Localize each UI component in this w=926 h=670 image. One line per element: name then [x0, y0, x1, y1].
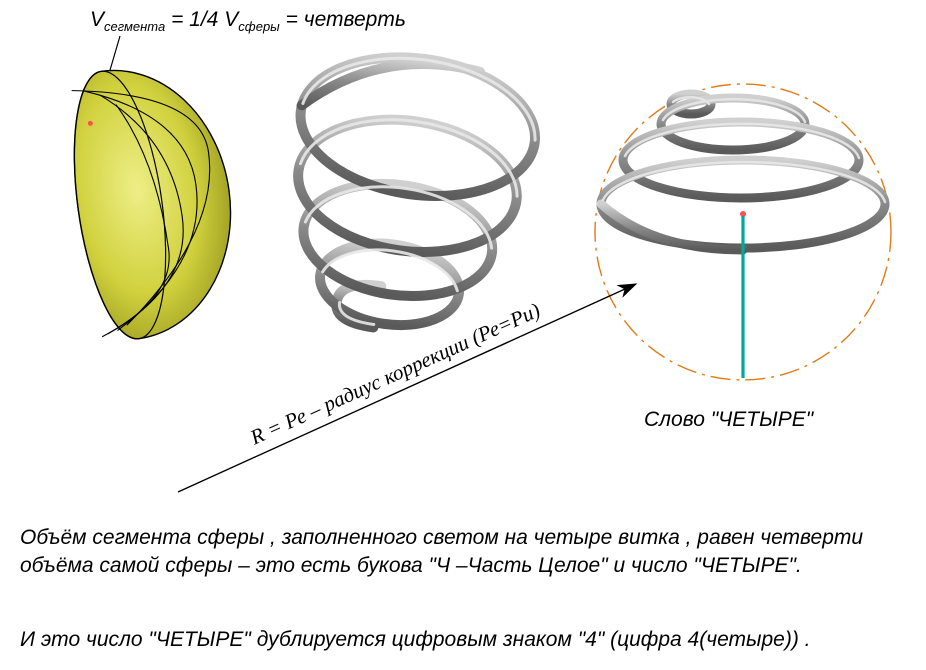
diagram-canvas: Vсегмента = 1/4 Vсферы = четверть [0, 0, 926, 670]
body-text-2: И это число "ЧЕТЫРЕ" дублируется цифровы… [20, 626, 920, 654]
segment-solid [60, 56, 248, 345]
middle-spiral [272, 43, 544, 346]
right-figure [595, 84, 891, 380]
body-text: Объём сегмента сферы , заполненного свет… [20, 524, 910, 581]
right-caption: Слово "ЧЕТЫРЕ" [644, 408, 813, 432]
diagonal-arrow [178, 284, 636, 492]
